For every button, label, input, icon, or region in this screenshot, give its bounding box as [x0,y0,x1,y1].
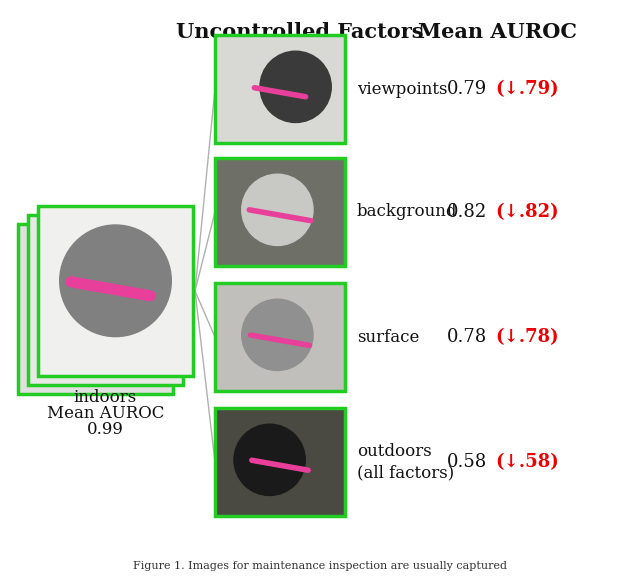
Text: Mean AUROC: Mean AUROC [47,405,164,422]
Circle shape [242,174,313,246]
Circle shape [260,51,332,123]
Text: (↓.78): (↓.78) [495,328,559,346]
Text: viewpoints: viewpoints [357,81,447,98]
Text: Mean AUROC: Mean AUROC [417,22,577,42]
Bar [215,158,345,266]
Bar [215,283,345,391]
Text: (↓.82): (↓.82) [495,203,559,221]
Bar [38,206,193,376]
Text: Figure 1. Images for maintenance inspection are usually captured: Figure 1. Images for maintenance inspect… [133,561,507,571]
Text: 0.99: 0.99 [87,421,124,438]
Text: 0.78: 0.78 [447,328,487,346]
Circle shape [234,424,305,496]
Text: (↓.79): (↓.79) [495,80,559,98]
Text: background: background [357,203,458,221]
Circle shape [60,225,172,336]
Text: 0.82: 0.82 [447,203,487,221]
Text: surface: surface [357,328,419,346]
Text: (↓.58): (↓.58) [495,453,559,471]
Bar [18,224,173,394]
Text: 0.58: 0.58 [447,453,487,471]
Bar [215,35,345,143]
Text: 0.79: 0.79 [447,80,487,98]
Bar [28,215,183,385]
Text: outdoors
(all factors): outdoors (all factors) [357,443,454,481]
Text: indoors: indoors [74,389,137,406]
Circle shape [242,299,313,371]
Text: Uncontrolled Factors: Uncontrolled Factors [176,22,424,42]
Bar [215,408,345,516]
